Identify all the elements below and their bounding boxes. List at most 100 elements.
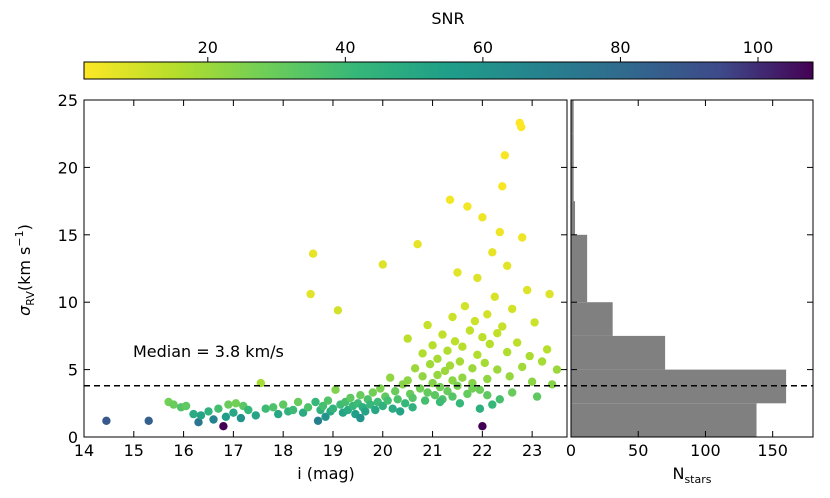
scatter-points — [102, 118, 562, 431]
scatter-point — [214, 404, 223, 413]
scatter-point — [306, 289, 315, 299]
scatter-point — [219, 422, 228, 431]
scatter-point — [508, 304, 517, 314]
y-tick-label: 25 — [58, 91, 78, 110]
scatter-point — [443, 387, 452, 396]
scatter-point — [505, 372, 514, 381]
scatter-point — [493, 365, 502, 374]
scatter-point — [391, 387, 400, 396]
scatter-point — [443, 346, 452, 355]
scatter-point — [288, 405, 298, 415]
scatter-point — [430, 391, 440, 400]
scatter-point — [221, 412, 231, 421]
colorbar-label: SNR — [431, 9, 464, 28]
scatter-point — [346, 393, 355, 403]
colorbar-tick-label: 100 — [743, 38, 774, 57]
colorbar-tick-label: 80 — [610, 38, 630, 57]
scatter-point — [196, 411, 206, 420]
histogram-bar — [571, 234, 588, 269]
scatter-point — [503, 261, 512, 270]
scatter-point — [189, 409, 198, 419]
scatter-point — [244, 405, 253, 415]
scatter-point — [420, 396, 430, 405]
scatter-point — [181, 401, 191, 411]
x-tick-label: 18 — [273, 441, 293, 460]
scatter-point — [552, 365, 562, 374]
histogram-x-label: Nstars — [672, 464, 711, 486]
x-tick-label: 14 — [74, 441, 94, 460]
x-tick-label: 17 — [223, 441, 243, 460]
histogram-bar — [571, 100, 574, 134]
scatter-point — [480, 358, 489, 368]
median-annotation: Median = 3.8 km/s — [133, 342, 284, 361]
colorbar-tick-label: 60 — [473, 38, 493, 57]
histogram-x-tick-label: 0 — [566, 441, 576, 460]
scatter-point — [488, 400, 497, 409]
histogram-x-tick-label: 50 — [628, 441, 648, 460]
scatter-point — [483, 374, 492, 384]
scatter-point — [396, 407, 405, 416]
y-tick-label: 0 — [68, 428, 78, 447]
histogram-y-ticks — [571, 99, 813, 438]
scatter-point — [438, 330, 447, 339]
histogram-frame — [570, 99, 814, 438]
scatter-point — [445, 195, 455, 204]
scatter-point — [445, 361, 455, 370]
scatter-point — [485, 339, 494, 349]
colorbar-tick-label: 40 — [335, 38, 355, 57]
scatter-point — [303, 403, 313, 412]
scatter-point — [483, 391, 492, 400]
scatter-point — [418, 349, 427, 358]
scatter-point — [527, 377, 537, 386]
scatter-point — [231, 399, 241, 408]
histogram-x-tick-label: 100 — [690, 441, 721, 460]
scatter-point — [251, 411, 260, 420]
scatter-point — [448, 312, 457, 322]
y-label-close: ) — [15, 224, 34, 230]
y-label-symbol: σ — [15, 305, 34, 316]
scatter-point — [458, 373, 467, 382]
scatter-point — [503, 347, 512, 357]
scatter-point — [209, 415, 218, 424]
scatter-point — [169, 400, 178, 409]
scatter-point — [433, 370, 442, 380]
scatter-point — [450, 337, 460, 346]
scatter-point — [448, 392, 457, 401]
x-tick-label: 20 — [373, 441, 393, 460]
scatter-point — [488, 248, 497, 257]
scatter-y-ticks: 0 5 10 15 20 25 — [58, 91, 567, 447]
scatter-point — [493, 329, 502, 338]
colorbar — [83, 61, 814, 80]
scatter-point — [440, 366, 450, 376]
y-label-units: (km s — [15, 247, 34, 292]
scatter-point — [530, 318, 539, 327]
scatter-point — [435, 382, 445, 392]
y-tick-label: 20 — [58, 158, 78, 177]
y-label-superscript: −1 — [13, 230, 26, 246]
scatter-point — [518, 362, 527, 372]
scatter-point — [401, 399, 410, 408]
scatter-point — [328, 404, 338, 413]
scatter-point — [408, 403, 417, 412]
scatter-point — [393, 395, 402, 404]
y-tick-label: 15 — [58, 226, 78, 245]
scatter-point — [403, 334, 412, 343]
scatter-point — [448, 376, 457, 385]
scatter-point — [388, 404, 397, 413]
scatter-point — [386, 373, 395, 382]
x-tick-label: 23 — [522, 441, 542, 460]
scatter-point — [224, 400, 233, 409]
scatter-point — [403, 376, 412, 385]
scatter-point — [525, 351, 534, 361]
scatter-point — [458, 342, 467, 351]
scatter-point — [102, 416, 111, 425]
scatter-point — [293, 397, 303, 407]
scatter-point — [478, 213, 487, 222]
histogram-x-tick-label: 150 — [757, 441, 788, 460]
scatter-point — [361, 407, 370, 416]
scatter-point — [204, 407, 213, 416]
scatter-point — [478, 422, 487, 431]
scatter-point — [425, 360, 435, 369]
histogram-bar — [571, 335, 666, 370]
scatter-point — [453, 268, 462, 277]
